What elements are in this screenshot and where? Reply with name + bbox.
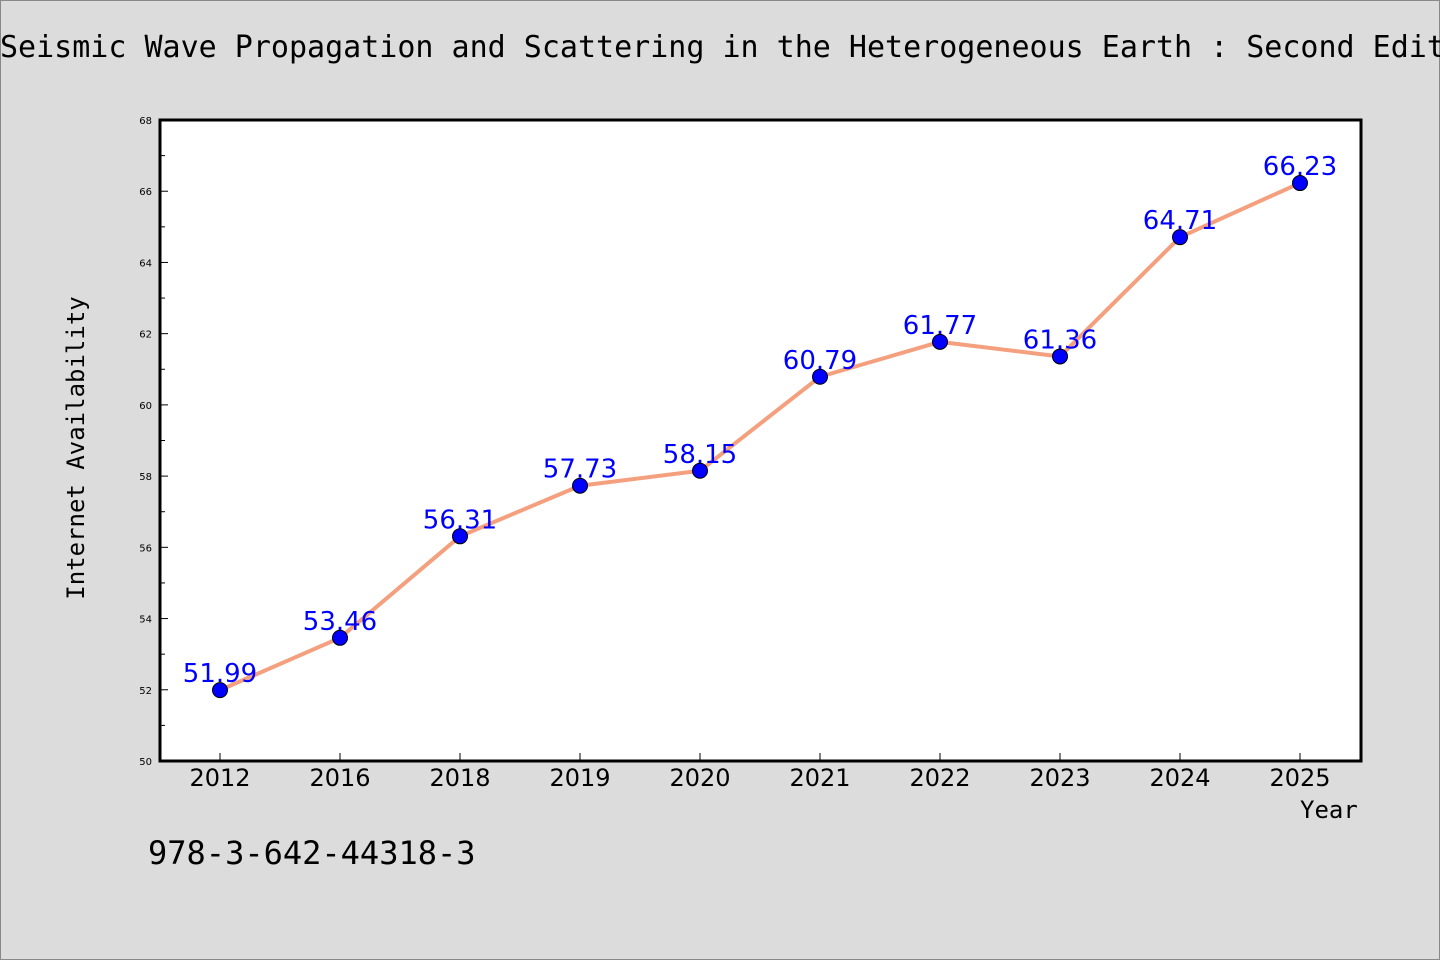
data-label: 61.36 [1023, 325, 1097, 355]
plot-area [158, 118, 1363, 763]
chart-title: Seismic Wave Propagation and Scattering … [0, 30, 1440, 65]
data-label: 58.15 [663, 440, 737, 470]
x-tick-label: 2019 [549, 764, 610, 792]
x-tick-label: 2016 [309, 764, 370, 792]
x-tick-label: 2023 [1029, 764, 1090, 792]
data-label: 51.99 [183, 659, 257, 689]
x-tick-label: 2022 [909, 764, 970, 792]
x-tick-label: 2012 [189, 764, 250, 792]
y-axis-label: Internet Availability [62, 296, 90, 600]
data-point [332, 629, 348, 646]
data-label: 56.31 [423, 505, 497, 535]
x-axis-label: Year [1300, 796, 1358, 824]
y-tick-label: 50 [139, 757, 152, 768]
data-label: 61.77 [903, 311, 977, 341]
y-tick-label: 60 [139, 401, 152, 412]
data-label: 66.23 [1263, 152, 1337, 182]
y-tick-label: 68 [139, 116, 152, 127]
series-layer: 51.99 53.46 56.31 57.73 58.15 60.79 61.77 61.36… [183, 152, 1337, 699]
data-point [692, 462, 708, 479]
y-tick-label: 66 [139, 187, 152, 198]
x-tick-label: 2021 [789, 764, 850, 792]
y-tick-label: 52 [139, 686, 152, 697]
data-label: 53.46 [303, 607, 377, 637]
data-label: 57.73 [543, 455, 617, 485]
data-point [572, 477, 588, 494]
data-point [452, 528, 468, 545]
data-point [932, 333, 948, 350]
isbn-footnote: 978-3-642-44318-3 [148, 834, 476, 872]
y-tick-label: 64 [139, 258, 152, 269]
x-axis: 2012 2016 2018 2019 2020 2021 2022 2023 2024 2025 [189, 753, 1331, 792]
data-point [1172, 229, 1188, 246]
data-point [812, 368, 828, 385]
data-label: 64.71 [1143, 206, 1217, 236]
data-point [1292, 175, 1308, 192]
series-line [219, 181, 1301, 692]
x-tick-label: 2025 [1269, 764, 1330, 792]
y-tick-label: 58 [139, 472, 152, 483]
y-tick-label: 54 [139, 615, 152, 626]
data-label: 60.79 [783, 346, 857, 376]
data-point [212, 682, 228, 699]
y-axis: 50 52 54 56 58 60 62 64 66 68 [139, 116, 168, 768]
x-tick-label: 2020 [669, 764, 730, 792]
y-tick-label: 56 [139, 543, 152, 554]
y-tick-label: 62 [139, 330, 152, 341]
data-point [1052, 348, 1068, 365]
x-tick-label: 2018 [429, 764, 490, 792]
x-tick-label: 2024 [1149, 764, 1210, 792]
